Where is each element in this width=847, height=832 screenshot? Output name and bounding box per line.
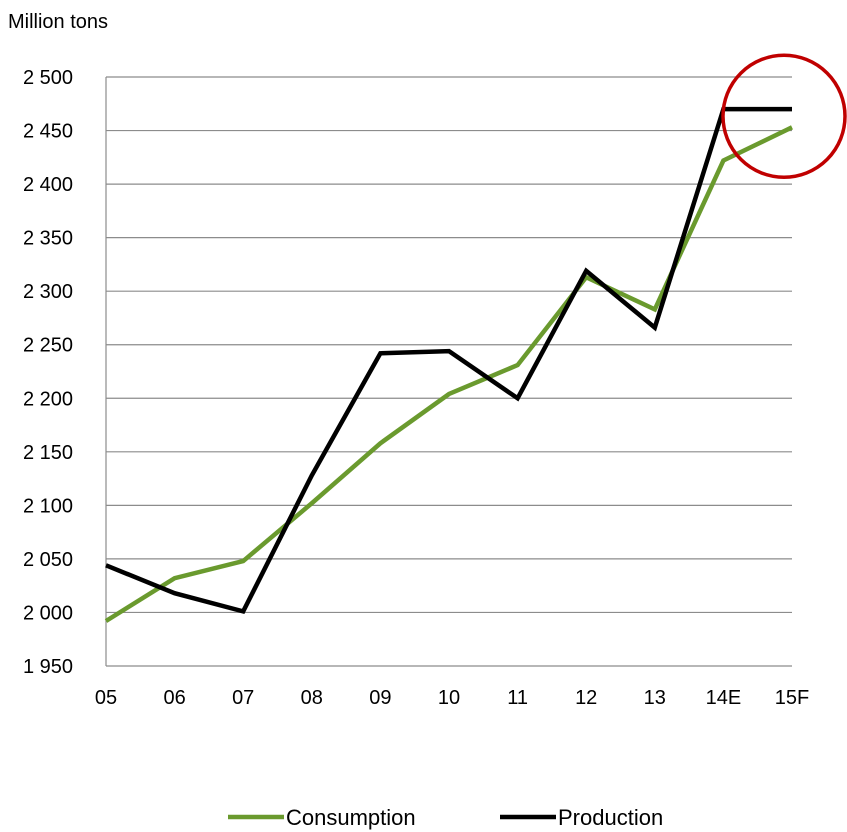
series-lines: [104, 106, 793, 623]
axes: [105, 77, 792, 667]
y-tick-label: 2 150: [23, 442, 73, 464]
series-line-production: [105, 106, 792, 615]
legend-label-consumption: Consumption: [286, 805, 416, 830]
legend-label-production: Production: [558, 805, 663, 830]
x-tick-label: 12: [575, 687, 597, 709]
gridlines: [106, 76, 792, 614]
y-tick-label: 2 000: [23, 602, 73, 624]
legend: Consumption Production: [228, 805, 663, 830]
x-tick-label: 14E: [706, 687, 742, 709]
series-line-consumption: [104, 125, 793, 623]
x-tick-label: 10: [438, 687, 460, 709]
x-tick-label: 05: [95, 687, 117, 709]
y-tick-label: 2 450: [23, 121, 73, 143]
y-tick-label: 2 250: [23, 335, 73, 357]
x-tick-label: 06: [163, 687, 185, 709]
y-tick-label: 1 950: [23, 656, 73, 678]
x-tick-label: 13: [644, 687, 666, 709]
y-tick-label: 2 300: [23, 281, 73, 303]
x-axis-ticks: 05 06 07 08 09 10 11 12 13 14E 15F: [95, 687, 809, 709]
y-tick-label: 2 050: [23, 549, 73, 571]
y-tick-label: 2 350: [23, 228, 73, 250]
y-tick-label: 2 200: [23, 388, 73, 410]
x-tick-label: 09: [369, 687, 391, 709]
x-tick-label: 08: [301, 687, 323, 709]
y-unit-label: Million tons: [8, 11, 108, 33]
y-axis-ticks: 1 950 2 000 2 050 2 100 2 150 2 200 2 250 2 300…: [23, 67, 73, 678]
highlight-circle: [721, 53, 847, 179]
y-tick-label: 2 400: [23, 174, 73, 196]
x-tick-label: 11: [507, 687, 528, 709]
x-tick-label: 15F: [775, 687, 809, 709]
y-tick-label: 2 100: [23, 495, 73, 517]
highlight-circle-shape: [721, 53, 847, 179]
y-tick-label: 2 500: [23, 67, 73, 89]
x-tick-label: 07: [232, 687, 254, 709]
